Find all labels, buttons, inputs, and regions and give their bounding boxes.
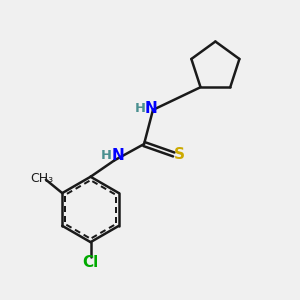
Text: Cl: Cl	[82, 255, 99, 270]
Text: N: N	[145, 101, 158, 116]
Text: CH₃: CH₃	[30, 172, 53, 185]
Text: S: S	[174, 147, 184, 162]
Text: N: N	[112, 148, 124, 163]
Text: H: H	[135, 102, 146, 115]
Text: H: H	[100, 148, 112, 162]
